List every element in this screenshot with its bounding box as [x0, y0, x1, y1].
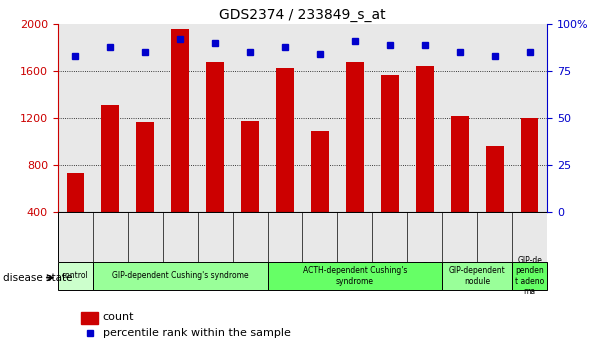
Text: control: control	[62, 272, 89, 280]
Bar	[512, 262, 547, 290]
Bar	[136, 122, 154, 212]
Bar	[381, 75, 399, 212]
Bar	[276, 68, 294, 212]
Bar	[521, 118, 539, 212]
Bar	[66, 174, 84, 212]
Bar	[102, 105, 119, 212]
Bar	[416, 67, 434, 212]
Bar	[241, 121, 259, 212]
Text: percentile rank within the sample: percentile rank within the sample	[103, 328, 291, 338]
Text: count: count	[103, 313, 134, 322]
Bar	[58, 262, 92, 290]
Text: GIP-dependent Cushing's syndrome: GIP-dependent Cushing's syndrome	[112, 272, 249, 280]
Bar	[311, 131, 329, 212]
Bar	[171, 29, 189, 212]
Text: GIP-dependent
nodule: GIP-dependent nodule	[449, 266, 506, 286]
Bar	[92, 262, 268, 290]
Title: GDS2374 / 233849_s_at: GDS2374 / 233849_s_at	[219, 8, 386, 22]
Bar	[81, 312, 98, 324]
Text: GIP-de
penden
t adeno
ma: GIP-de penden t adeno ma	[515, 256, 544, 296]
Bar	[486, 146, 503, 212]
Bar	[268, 262, 442, 290]
Bar	[442, 262, 512, 290]
Text: disease state: disease state	[3, 273, 72, 283]
Text: ACTH-dependent Cushing's
syndrome: ACTH-dependent Cushing's syndrome	[303, 266, 407, 286]
Bar	[206, 62, 224, 212]
Bar	[346, 62, 364, 212]
Bar	[451, 116, 469, 212]
